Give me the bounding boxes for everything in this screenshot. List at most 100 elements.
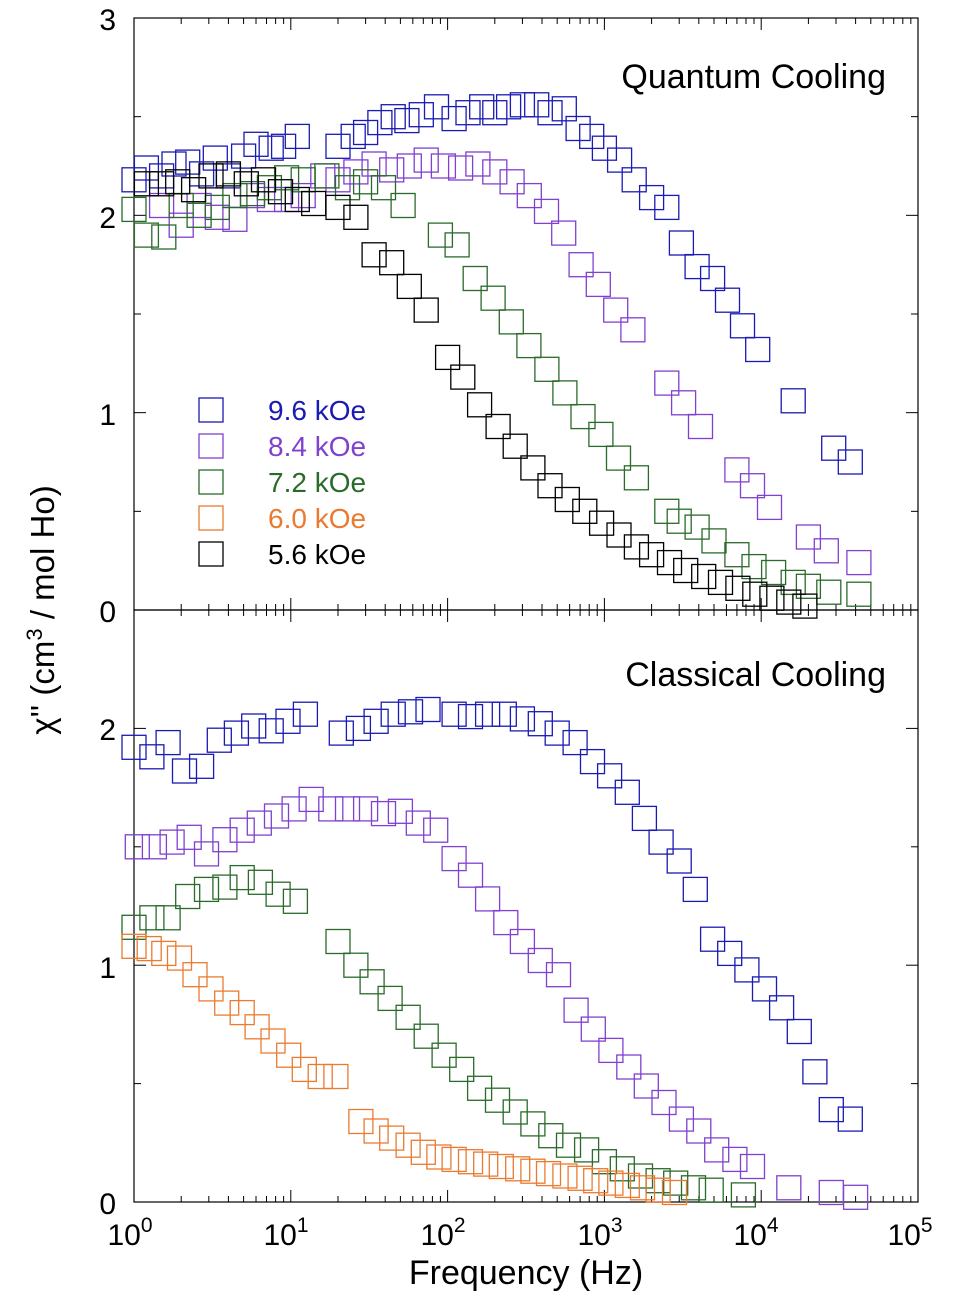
data-point [139, 905, 165, 931]
data-point [730, 1182, 757, 1208]
data-point [343, 159, 369, 185]
data-point [846, 549, 872, 576]
data-point [570, 403, 596, 430]
data-point [214, 990, 240, 1016]
data-point [488, 1153, 514, 1180]
data-point [431, 1042, 457, 1068]
data-markers [121, 92, 872, 1210]
data-point [717, 940, 743, 967]
data-point [818, 1179, 844, 1206]
y-tick-label: 3 [99, 4, 116, 37]
data-point [786, 1018, 812, 1045]
data-point [405, 810, 431, 836]
data-point [136, 935, 162, 962]
data-point [139, 744, 165, 770]
x-tick-label: 101 [263, 1214, 308, 1252]
data-point [756, 494, 783, 521]
data-point [343, 952, 369, 978]
data-point [151, 224, 177, 250]
data-point [133, 222, 160, 248]
data-point [291, 1056, 317, 1083]
data-point [370, 800, 397, 827]
data-point [537, 473, 563, 499]
data-point [729, 313, 756, 339]
data-point [598, 1037, 624, 1064]
data-point [621, 167, 647, 193]
data-point [229, 864, 255, 891]
data-point [361, 242, 387, 268]
data-point [596, 763, 623, 789]
data-point [520, 455, 546, 481]
data-point [243, 131, 269, 157]
data-point [562, 729, 588, 756]
data-point [722, 1146, 748, 1173]
data-point [580, 1016, 606, 1042]
data-point [229, 817, 255, 843]
data-point [415, 696, 441, 723]
data-point [352, 119, 379, 146]
data-point [633, 1073, 659, 1099]
data-point [457, 862, 484, 888]
y-tick-label: 0 [99, 596, 116, 629]
data-point [281, 796, 307, 822]
data-point [198, 163, 224, 189]
legend-marker [198, 505, 224, 531]
data-point [527, 711, 553, 737]
data-point [413, 147, 439, 173]
data-point [795, 573, 822, 599]
data-point [133, 171, 160, 197]
legend: 9.6 kOe 8.4 kOe 7.2 kOe 6.0 kOe 5.6 kOe [198, 395, 366, 570]
data-point [396, 153, 422, 179]
data-point [465, 151, 491, 177]
x-tick-label: 102 [420, 1214, 465, 1252]
data-point [623, 465, 650, 491]
data-point [430, 153, 457, 179]
data-point [534, 356, 560, 382]
data-point [734, 957, 760, 983]
data-point [165, 169, 191, 195]
data-point [698, 1177, 724, 1203]
panel-title-classical: Classical Cooling [625, 656, 886, 694]
data-point [682, 876, 708, 903]
data-point [229, 999, 255, 1026]
data-point [648, 829, 674, 855]
data-point [704, 1137, 730, 1163]
data-point [166, 945, 193, 971]
data-point [714, 287, 741, 313]
data-point [413, 297, 439, 323]
data-point [780, 388, 806, 414]
data-point [121, 933, 147, 959]
data-point [159, 829, 185, 855]
data-point [328, 720, 354, 746]
data-point [265, 881, 291, 907]
data-point [498, 309, 524, 335]
data-point [263, 803, 290, 829]
data-point [413, 1023, 439, 1049]
data-point [276, 1042, 302, 1068]
data-point [408, 102, 434, 128]
data-point [380, 701, 406, 727]
data-point [176, 824, 202, 850]
data-point [474, 886, 501, 912]
data-point [352, 796, 379, 822]
data-point [751, 976, 778, 1002]
data-point [394, 107, 420, 134]
y-tick-label: 2 [99, 202, 116, 235]
data-point [739, 473, 766, 499]
data-point [447, 155, 474, 181]
data-point [741, 553, 767, 580]
data-point [568, 252, 594, 278]
data-point [663, 1170, 689, 1196]
data-point [638, 542, 665, 568]
data-point [842, 1184, 869, 1210]
data-point [363, 1118, 389, 1144]
data-point [661, 1179, 688, 1206]
x-tick-label: 104 [733, 1214, 778, 1252]
data-point [480, 285, 506, 311]
data-point [455, 100, 481, 126]
data-point [124, 834, 150, 860]
data-point [768, 995, 795, 1021]
data-point [256, 175, 283, 201]
data-point [654, 194, 680, 221]
data-point [551, 96, 577, 122]
